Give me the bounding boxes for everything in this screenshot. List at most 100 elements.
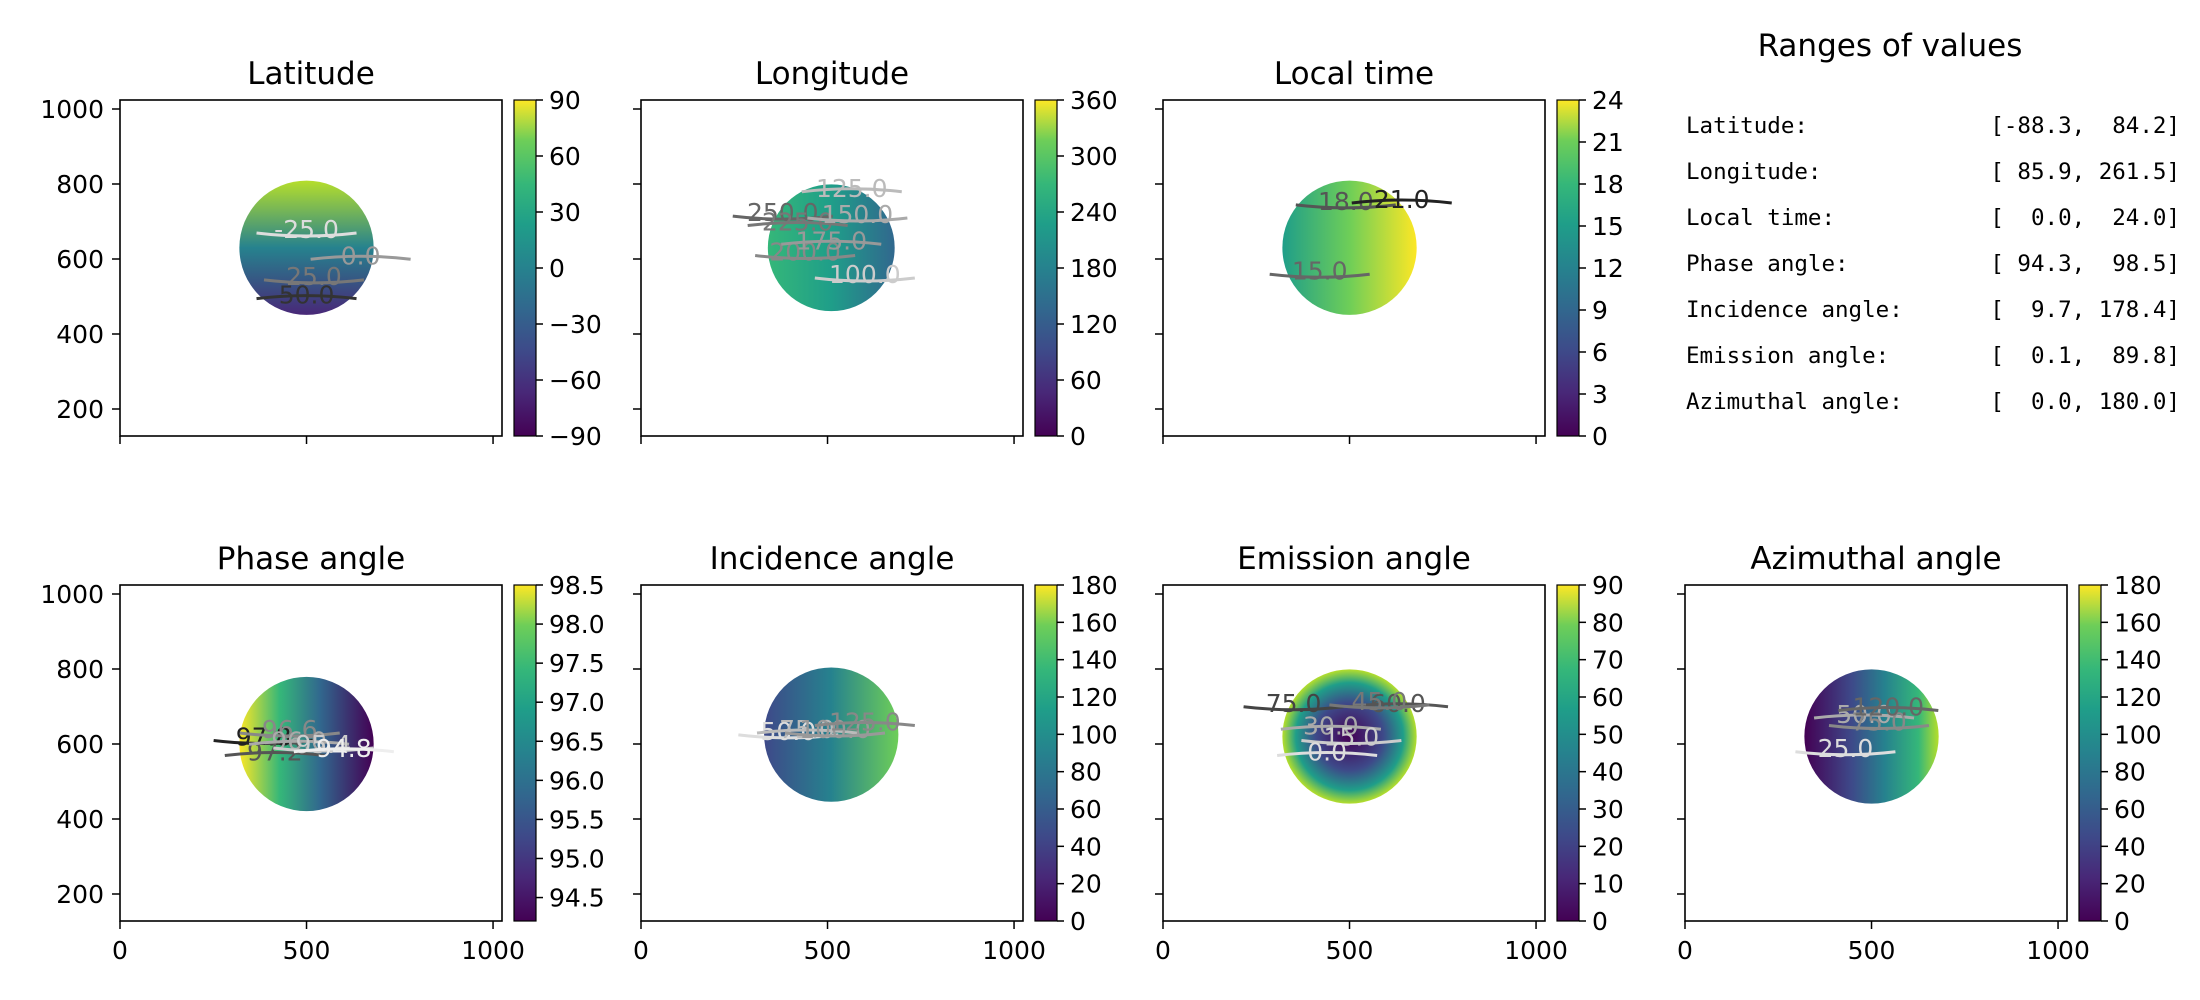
- colorbar-tick-label: 70: [1592, 646, 1624, 675]
- contour-line: [1795, 750, 1896, 757]
- contour-line: [1243, 705, 1344, 712]
- contour-label: 50.0: [279, 281, 335, 310]
- colorbar-tick-label: 60: [2114, 795, 2146, 824]
- colorbar-tick-label: 0: [1592, 907, 1608, 936]
- colorbar-tick-label: 6: [1592, 338, 1608, 367]
- panel-emission-angle: Emission angle 75.0 60.045.030.015.00.0 0 50…: [1155, 541, 1624, 965]
- contour-line: [807, 216, 908, 223]
- x-tick-label: 0: [1155, 936, 1171, 965]
- x-tick-label: 1000: [1504, 936, 1568, 965]
- contour-line: [239, 731, 340, 738]
- contour-label: -25.0: [274, 215, 339, 244]
- contour-label: 225.0: [762, 208, 834, 237]
- contour-label: 45.0: [1352, 687, 1408, 716]
- colorbar-tick-label: 60: [549, 142, 581, 171]
- colorbar-tick-label: 60: [1592, 683, 1624, 712]
- colorbar-tick-label: 98.5: [549, 571, 605, 600]
- axes-frame: [640, 584, 1024, 922]
- colorbar-gradient: [1034, 99, 1058, 437]
- colorbar-tick-label: 140: [1070, 646, 1118, 675]
- colorbar-tick-label: 90: [1592, 571, 1624, 600]
- x-tick-label: 0: [1677, 936, 1693, 965]
- range-label: Incidence angle:: [1686, 297, 1903, 323]
- disk: [767, 184, 895, 312]
- panel-title: Local time: [1274, 56, 1434, 92]
- colorbar-tick-label: 40: [1070, 832, 1102, 861]
- range-label: Local time:: [1686, 205, 1835, 231]
- range-row: Latitude: [-88.3, 84.2]: [1686, 113, 2180, 139]
- contour-line: [1276, 751, 1378, 757]
- colorbar-tick-label: −30: [549, 310, 602, 339]
- contour-label: 21.0: [1374, 185, 1430, 214]
- contour-label: 50.0: [1836, 700, 1892, 729]
- x-tick-label: 1000: [461, 936, 525, 965]
- colorbar-tick-label: 9: [1592, 296, 1608, 325]
- ranges-panel: Ranges of values Latitude: [-88.3, 84.2] L…: [1686, 28, 2180, 415]
- contour-line: [747, 221, 848, 227]
- colorbar-gradient: [2078, 584, 2102, 922]
- colorbar-tick-label: 180: [2114, 571, 2162, 600]
- contour-line: [1295, 203, 1396, 210]
- range-value: [ 0.0, 24.0]: [1990, 205, 2180, 231]
- contours: 97.897.296.696.095.494.8: [213, 715, 395, 767]
- contour-label: 75.0: [1266, 689, 1322, 718]
- colorbar-tick-label: 80: [1592, 608, 1624, 637]
- colorbar-tick-label: 20: [1070, 870, 1102, 899]
- axes-frame: [1162, 99, 1546, 437]
- contour-label: 100.0: [799, 715, 871, 744]
- colorbar-tick-label: 15: [1592, 212, 1624, 241]
- contour-line: [263, 278, 365, 285]
- contour-label: 15.0: [1324, 723, 1380, 752]
- colorbar: 98.5 98.0 97.5 97.0 96.5 96.0 95.5 95.0 94.5: [513, 571, 605, 922]
- disk-image: 18.0 21.015.0: [1269, 180, 1452, 315]
- ranges-title: Ranges of values: [1758, 28, 2023, 64]
- colorbar-tick-label: 180: [1070, 254, 1118, 283]
- contour-line: [256, 231, 357, 238]
- range-value: [ 0.1, 89.8]: [1990, 343, 2180, 369]
- y-tick-label: 400: [56, 320, 104, 349]
- contour-line: [1280, 724, 1382, 731]
- y-tick-label: 800: [56, 655, 104, 684]
- contour-line: [756, 728, 858, 735]
- range-value: [ 94.3, 98.5]: [1990, 251, 2180, 277]
- colorbar-tick-label: 18: [1592, 170, 1624, 199]
- range-label: Phase angle:: [1686, 251, 1849, 277]
- y-tick-label: 400: [56, 805, 104, 834]
- colorbar-tick-label: 80: [2114, 758, 2146, 787]
- axes-frame: [1684, 584, 2068, 922]
- colorbar-tick-label: 120: [1070, 683, 1118, 712]
- colorbar-tick-label: 100: [2114, 720, 2162, 749]
- contour-line: [224, 751, 325, 757]
- colorbar-tick-label: 60: [1070, 366, 1102, 395]
- colorbar-tick-label: 96.5: [549, 727, 605, 756]
- contour-line: [781, 239, 882, 246]
- contour-label: 0.0: [1307, 738, 1347, 767]
- colorbar-tick-label: 0: [1070, 422, 1086, 451]
- contour-line: [732, 214, 833, 221]
- disk: [1804, 669, 1939, 804]
- colorbar-tick-label: 60: [1070, 795, 1102, 824]
- contour-label: 60.0: [1370, 689, 1426, 718]
- disk-image: -25.00.025.050.0: [239, 180, 411, 315]
- x-tick-label: 500: [804, 936, 852, 965]
- range-value: [ 85.9, 261.5]: [1990, 159, 2180, 185]
- y-tick-label: 600: [56, 730, 104, 759]
- range-row: Phase angle: [ 94.3, 98.5]: [1686, 251, 2180, 277]
- panel-title: Latitude: [247, 56, 375, 92]
- contour-line: [1838, 706, 1939, 712]
- colorbar-tick-label: 12: [1592, 254, 1624, 283]
- colorbar-tick-label: −90: [549, 422, 602, 451]
- colorbar: 180 160 140 120 100 80 60 40 20 0: [2078, 571, 2162, 936]
- colorbar-tick-label: 95.0: [549, 844, 605, 873]
- colorbar-gradient: [1556, 584, 1580, 922]
- range-value: [-88.3, 84.2]: [1990, 113, 2180, 139]
- axes-frame: [1162, 584, 1546, 922]
- range-label: Emission angle:: [1686, 343, 1889, 369]
